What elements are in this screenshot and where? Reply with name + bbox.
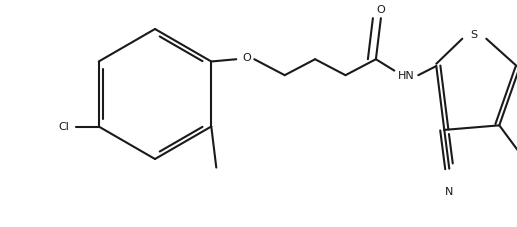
Text: O: O [376,5,385,15]
Text: HN: HN [398,71,415,81]
Text: N: N [445,187,453,197]
Text: S: S [471,30,478,40]
Text: O: O [242,53,251,63]
Text: Cl: Cl [58,122,69,132]
